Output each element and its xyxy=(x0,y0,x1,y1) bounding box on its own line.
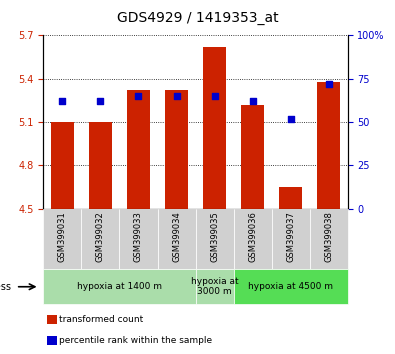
Bar xyxy=(43,269,196,304)
Point xyxy=(325,81,332,87)
Point xyxy=(173,93,180,99)
Bar xyxy=(119,209,158,269)
Point xyxy=(59,98,66,104)
Text: GSM399034: GSM399034 xyxy=(172,211,181,262)
Text: hypoxia at
3000 m: hypoxia at 3000 m xyxy=(191,277,238,296)
Text: GSM399035: GSM399035 xyxy=(210,211,219,262)
Bar xyxy=(43,209,81,269)
Text: transformed count: transformed count xyxy=(59,315,143,324)
Text: GSM399031: GSM399031 xyxy=(58,211,67,262)
Text: GSM399038: GSM399038 xyxy=(324,211,333,262)
Text: hypoxia at 1400 m: hypoxia at 1400 m xyxy=(77,282,162,291)
Bar xyxy=(89,122,112,209)
Bar xyxy=(196,269,233,304)
Point xyxy=(135,93,142,99)
Bar xyxy=(81,209,120,269)
Bar xyxy=(127,90,150,209)
Text: GSM399037: GSM399037 xyxy=(286,211,295,262)
Bar xyxy=(51,122,74,209)
Text: GSM399033: GSM399033 xyxy=(134,211,143,262)
Bar xyxy=(233,209,272,269)
Bar xyxy=(272,209,310,269)
Bar xyxy=(47,336,57,345)
Bar xyxy=(165,90,188,209)
Text: GSM399032: GSM399032 xyxy=(96,211,105,262)
Bar xyxy=(233,269,348,304)
Bar xyxy=(203,47,226,209)
Text: percentile rank within the sample: percentile rank within the sample xyxy=(59,336,213,345)
Bar xyxy=(158,209,196,269)
Point xyxy=(249,98,256,104)
Bar xyxy=(317,82,340,209)
Text: GDS4929 / 1419353_at: GDS4929 / 1419353_at xyxy=(117,11,278,25)
Bar xyxy=(310,209,348,269)
Point xyxy=(97,98,103,104)
Bar xyxy=(196,209,233,269)
Point xyxy=(211,93,218,99)
Text: GSM399036: GSM399036 xyxy=(248,211,257,262)
Bar xyxy=(241,105,264,209)
Point xyxy=(288,116,294,121)
Text: stress: stress xyxy=(0,282,12,292)
Bar xyxy=(47,315,57,324)
Bar xyxy=(279,187,302,209)
Text: hypoxia at 4500 m: hypoxia at 4500 m xyxy=(248,282,333,291)
